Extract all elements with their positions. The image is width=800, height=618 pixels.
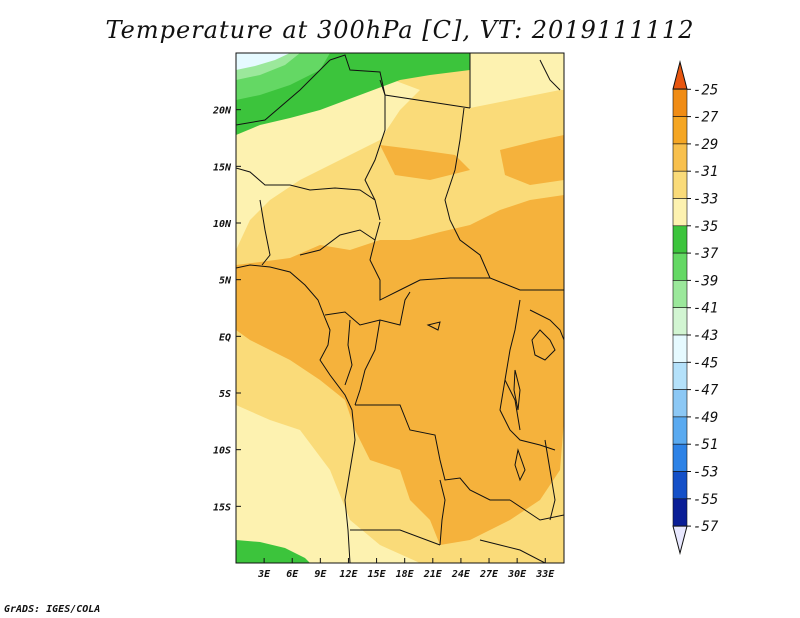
fill-region-patch-north	[380, 145, 470, 180]
lon-tick-label: 24E	[451, 569, 471, 580]
lakes	[426, 321, 556, 482]
colorbar-level-label: -49	[693, 410, 718, 426]
colorbar-level-label: -37	[693, 246, 719, 262]
colorbar-level-label: -57	[693, 519, 719, 535]
colorbar-level-label: -55	[693, 492, 718, 508]
colorbar-level-label: -31	[693, 164, 718, 180]
colorbar-swatch	[672, 389, 688, 418]
colorbar-level-label: -43	[693, 328, 718, 344]
lon-tick-marks	[263, 558, 546, 563]
colorbar-swatch	[672, 89, 688, 117]
lon-tick-label: 27E	[479, 569, 499, 580]
colorbar-swatch	[672, 498, 688, 527]
colorbar-swatch	[672, 116, 688, 145]
lat-tick-label: 20N	[212, 106, 232, 117]
colorbar-swatch	[672, 307, 688, 336]
credit-text: GrADS: IGES/COLA	[4, 604, 101, 615]
lon-tick-label: 18E	[396, 569, 415, 580]
fill-region-patch-east	[500, 135, 564, 185]
lat-tick-labels: 20N 15N 10N 5N EQ 5S 10S 15S	[212, 106, 232, 514]
colorbar-level-label: -41	[693, 301, 718, 317]
colorbar-swatch	[672, 471, 688, 500]
lon-tick-label: 9E	[314, 569, 327, 580]
colorbar-swatch	[672, 361, 688, 390]
colorbar-level-label: -39	[693, 273, 718, 289]
temperature-map	[236, 53, 564, 563]
colorbar-level-label: -27	[693, 110, 719, 126]
colorbar-level-label: -29	[693, 137, 718, 153]
lon-tick-label: 21E	[423, 569, 443, 580]
colorbar-swatch	[672, 252, 688, 281]
colorbar-level-label: -53	[693, 465, 718, 481]
lon-tick-label: 3E	[257, 569, 271, 580]
lon-tick-label: 6E	[286, 569, 299, 580]
colorbar-swatch	[672, 143, 688, 172]
colorbar-bottom-arrow	[672, 525, 688, 556]
fill-region-43-41-north	[236, 53, 290, 70]
fill-region-31-29	[236, 195, 564, 545]
lon-tick-label: 15E	[368, 569, 387, 580]
colorbar-swatch	[672, 170, 688, 199]
colorbar-labels: -25 -27 -29 -31 -33 -35 -37 -39 -41 -43 -45 -47 -49 -…	[693, 82, 719, 535]
colorbar-swatch	[672, 225, 688, 254]
lat-tick-label: 10S	[213, 446, 231, 457]
colorbar-top-arrow	[672, 60, 688, 90]
lon-tick-label: 12E	[339, 569, 358, 580]
colorbar-swatch	[672, 334, 688, 363]
country-borders	[236, 53, 564, 563]
colorbar	[672, 60, 691, 556]
map-frame	[235, 52, 565, 564]
colorbar-level-label: -25	[693, 82, 718, 98]
colorbar-level-label: -51	[693, 437, 718, 453]
lat-tick-label: 5S	[219, 389, 231, 400]
lat-tick-label: 15N	[213, 162, 232, 173]
colorbar-swatch	[672, 280, 688, 308]
colorbar-level-label: -33	[693, 192, 718, 208]
map-title: Temperature at 300hPa [C], VT: 201911111…	[105, 16, 695, 44]
lat-tick-marks	[236, 109, 241, 507]
colorbar-level-label: -47	[693, 383, 719, 399]
lat-tick-label: 15S	[213, 502, 231, 513]
colorbar-swatch	[672, 443, 688, 472]
colorbar-level-label: -45	[693, 355, 718, 371]
lon-tick-labels: 3E 6E 9E 12E 15E 18E 21E 24E 27E 30E 33E	[257, 569, 555, 580]
lon-tick-label: 33E	[535, 569, 555, 580]
colorbar-swatch	[672, 416, 688, 445]
lon-tick-label: 30E	[507, 569, 527, 580]
lat-tick-label: 10N	[213, 219, 232, 230]
fill-region-37-35-south	[236, 540, 310, 563]
lat-tick-label: 5N	[219, 276, 232, 287]
colorbar-swatch	[672, 198, 688, 227]
colorbar-level-label: -35	[693, 219, 718, 235]
lat-tick-label: EQ	[219, 332, 231, 343]
